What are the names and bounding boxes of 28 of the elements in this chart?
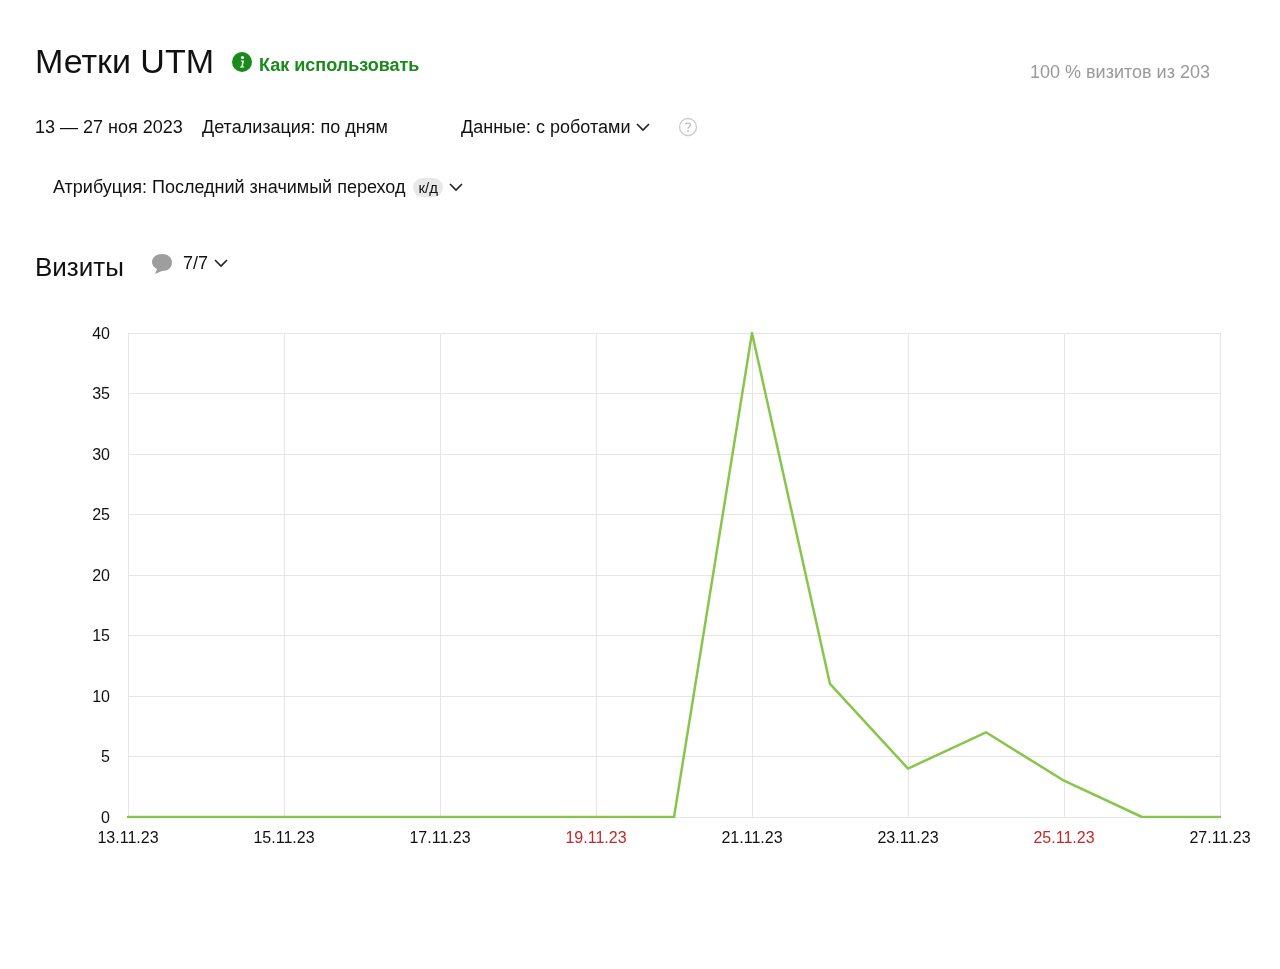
y-tick-label: 15 [92,627,111,644]
y-tick-label: 20 [92,566,111,584]
x-tick-label: 13.11.23 [97,828,159,846]
y-tick-label: 25 [92,506,111,523]
text: 7/7 [183,253,210,274]
y-tick-label: 30 [92,445,111,463]
x-tick-label: 27.11.23 [1189,828,1251,846]
chart-subtitle: Визиты [35,252,124,283]
text: Детализация: по дням [202,117,388,138]
x-tick-label: 17.11.23 [409,828,471,846]
text: к/д [413,178,443,197]
x-tick-label: 23.11.23 [877,828,939,846]
y-tick-label: 5 [101,748,111,765]
y-tick-label: 0 [101,808,111,826]
y-tick-label: 40 [92,324,111,342]
text: 13 — 27 ноя 2023 [35,117,183,138]
x-tick-label: 25.11.23 [1033,828,1095,846]
x-tick-label: 19.11.23 [565,828,627,846]
text: Как использовать [259,55,420,76]
y-tick-label: 10 [92,687,111,705]
text: 100 % визитов из 203 [1030,62,1210,83]
line-series [126,331,1222,819]
text: Данные: с роботами [461,117,632,138]
chart-title: Метки UTM [35,42,215,81]
x-tick-label: 15.11.23 [253,828,315,846]
y-tick-label: 35 [92,385,111,402]
text: Атрибуция: Последний значимый переход [53,177,406,197]
x-tick-label: 21.11.23 [721,828,783,846]
